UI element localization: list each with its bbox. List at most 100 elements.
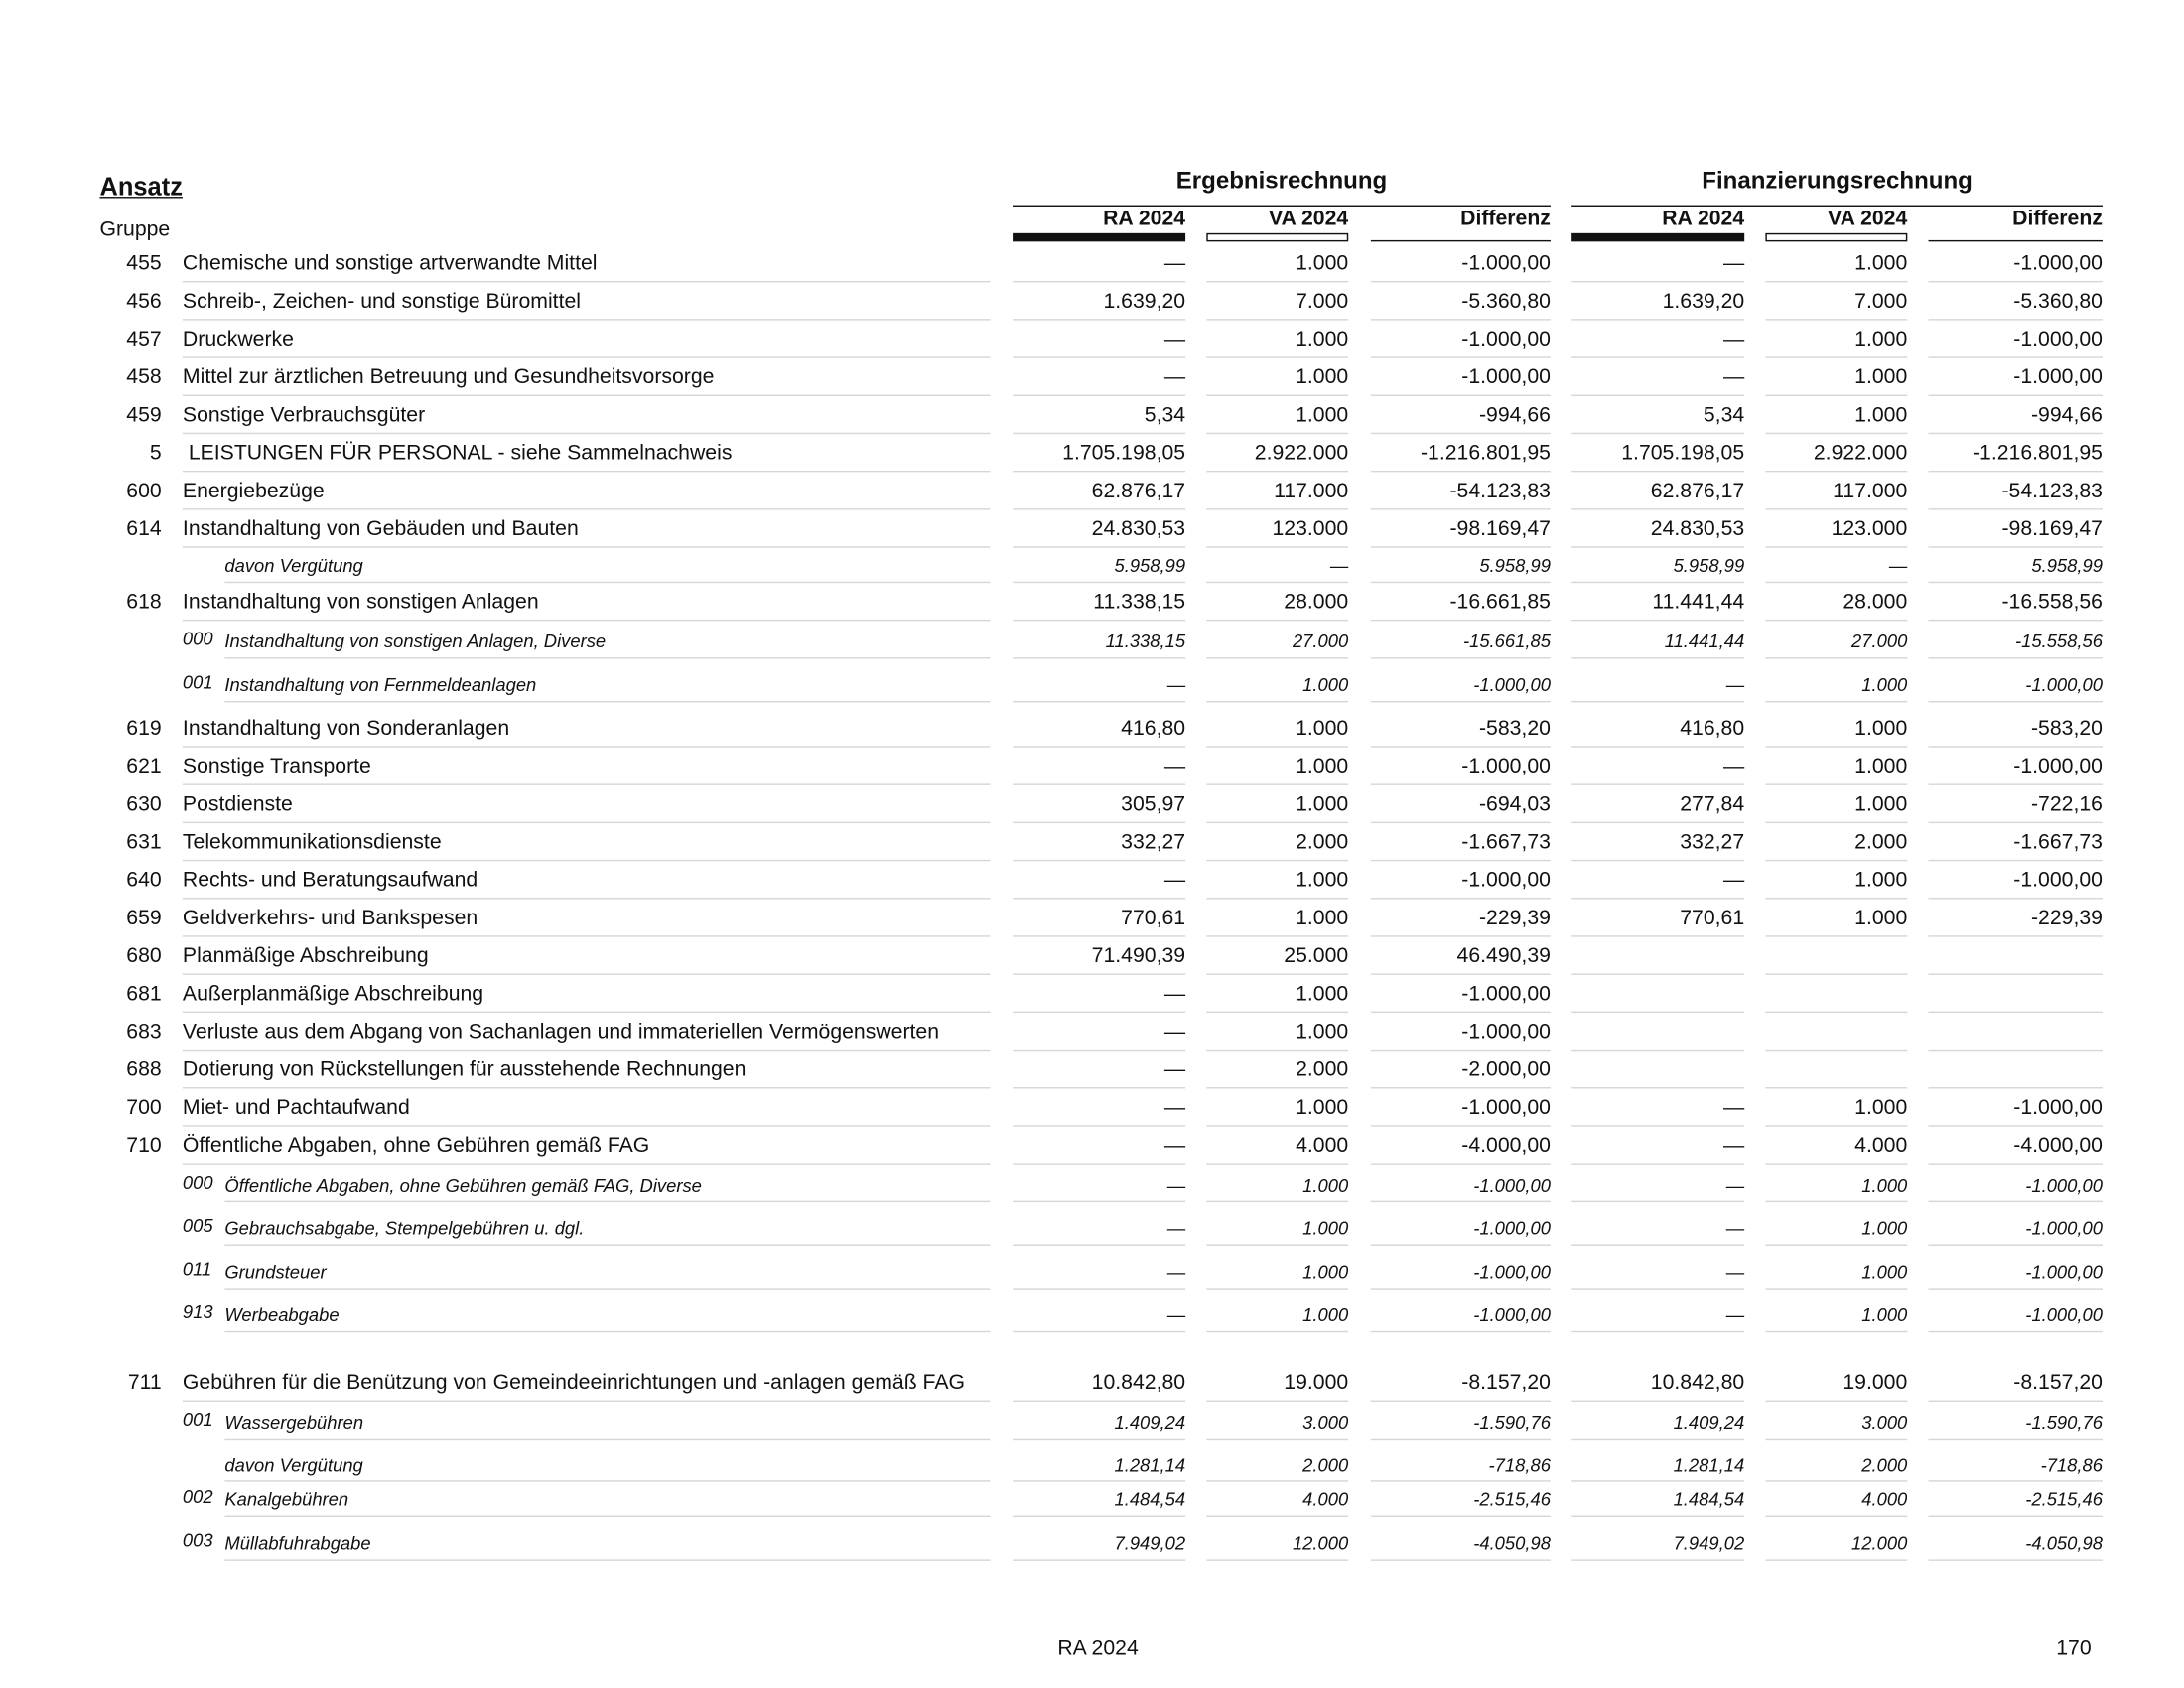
cell-value: -1.216.801,95	[1972, 441, 2103, 466]
cell-rule	[1571, 1559, 1745, 1561]
cell-rule	[1013, 280, 1186, 283]
row-code: 681	[126, 981, 162, 1006]
cell-rule	[1928, 746, 2103, 748]
row-code: 631	[126, 830, 162, 855]
cell-rule	[1571, 1288, 1745, 1290]
cell-rule	[1571, 280, 1745, 283]
cell-rule	[1765, 394, 1908, 396]
cell-value: -1.000,00	[2013, 364, 2103, 389]
page-number: 170	[2056, 1636, 2092, 1661]
cell-rule	[1370, 898, 1551, 900]
row-rule	[224, 1559, 991, 1561]
cell-value: 2.000	[1861, 1454, 1908, 1476]
cell-rule	[1370, 1011, 1551, 1014]
cell-value: -1.000,00	[1461, 981, 1551, 1006]
cell-value: 1.000	[1861, 1261, 1908, 1283]
row-subcode: 003	[182, 1529, 213, 1551]
row-rule	[182, 546, 991, 548]
cell-value: 1.000	[1302, 1174, 1349, 1196]
cell-rule	[1571, 657, 1745, 659]
cell-value: —	[1725, 1174, 1745, 1196]
row-code: 458	[126, 364, 162, 389]
cell-value: 4.000	[1296, 1133, 1349, 1158]
cell-rule	[1370, 581, 1551, 584]
cell-rule	[1928, 1163, 2103, 1165]
cell-rule	[1013, 1049, 1186, 1052]
header-bar	[1013, 232, 1186, 242]
row-label: Öffentliche Abgaben, ohne Gebühren gemäß…	[224, 1174, 702, 1196]
row-label: Telekommunikationsdienste	[182, 830, 442, 855]
cell-rule	[1206, 746, 1349, 748]
row-rule	[182, 280, 991, 283]
cell-value: -5.360,80	[1461, 289, 1551, 314]
cell-value: 62.876,17	[1650, 479, 1745, 503]
cell-rule	[1928, 280, 2103, 283]
cell-value: -229,39	[1478, 906, 1551, 930]
cell-value: 1.000	[1861, 674, 1908, 696]
cell-value: 1.000	[1861, 1303, 1908, 1326]
cell-value: —	[1725, 674, 1745, 696]
cell-rule	[1206, 935, 1349, 937]
cell-rule	[1370, 470, 1551, 473]
cell-value: —	[1166, 1303, 1186, 1326]
row-label: Außerplanmäßige Abschreibung	[182, 981, 484, 1006]
cell-rule	[1765, 859, 1908, 862]
row-rule	[182, 898, 991, 900]
cell-value: —	[1722, 327, 1745, 352]
cell-rule	[1765, 935, 1908, 937]
cell-rule	[1765, 821, 1908, 824]
cell-rule	[1928, 1438, 2103, 1441]
cell-rule	[1765, 1400, 1908, 1402]
cell-rule	[1370, 746, 1551, 748]
row-label: Rechts- und Beratungsaufwand	[182, 868, 478, 893]
row-label: Geldverkehrs- und Bankspesen	[182, 906, 478, 930]
cell-rule	[1013, 1288, 1186, 1290]
cell-value: -1.000,00	[2013, 868, 2103, 893]
row-code: 659	[126, 906, 162, 930]
row-rule	[224, 1200, 991, 1203]
cell-value: 1.000	[1854, 1095, 1908, 1120]
cell-value: —	[1166, 674, 1186, 696]
cell-rule	[1370, 1244, 1551, 1246]
cell-rule	[1765, 356, 1908, 358]
cell-value: -994,66	[1478, 403, 1551, 428]
cell-value: —	[1722, 1133, 1745, 1158]
header-box	[1206, 232, 1349, 242]
cell-value: 1.705.198,05	[1062, 441, 1186, 466]
row-code: 457	[126, 327, 162, 352]
cell-value: 71.490,39	[1091, 943, 1186, 968]
cell-value: -1.000,00	[1461, 364, 1551, 389]
cell-rule	[1206, 394, 1349, 396]
cell-value: —	[1163, 1133, 1186, 1158]
cell-rule	[1765, 581, 1908, 584]
cell-rule	[1206, 1330, 1349, 1333]
row-rule	[182, 432, 991, 435]
cell-rule	[1206, 470, 1349, 473]
cell-value: -4.000,00	[2013, 1133, 2103, 1158]
cell-value: 1.000	[1296, 906, 1349, 930]
cell-rule	[1765, 1011, 1908, 1014]
cell-rule	[1206, 1400, 1349, 1402]
cell-value: -54.123,83	[2001, 479, 2103, 503]
cell-rule	[1370, 508, 1551, 510]
cell-value: 1.409,24	[1114, 1411, 1186, 1434]
cell-value: 11.441,44	[1664, 631, 1745, 652]
cell-rule	[1013, 581, 1186, 584]
cell-value: 1.000	[1854, 791, 1908, 816]
cell-rule	[1206, 546, 1349, 548]
cell-value: 1.000	[1854, 906, 1908, 930]
cell-rule	[1370, 319, 1551, 321]
cell-value: 28.000	[1843, 590, 1908, 615]
cell-rule	[1571, 508, 1745, 510]
cell-rule	[1206, 508, 1349, 510]
cell-value: -994,66	[2030, 403, 2103, 428]
row-rule	[182, 859, 991, 862]
cell-rule	[1206, 280, 1349, 283]
cell-value: 416,80	[1121, 716, 1186, 741]
row-subcode: 005	[182, 1214, 213, 1237]
cell-rule	[1370, 1163, 1551, 1165]
cell-value: -1.000,00	[1473, 674, 1551, 696]
cell-value: -1.000,00	[1461, 251, 1551, 276]
row-label: Dotierung von Rückstellungen für aussteh…	[182, 1057, 747, 1082]
footer-text: RA 2024	[1057, 1636, 1139, 1661]
